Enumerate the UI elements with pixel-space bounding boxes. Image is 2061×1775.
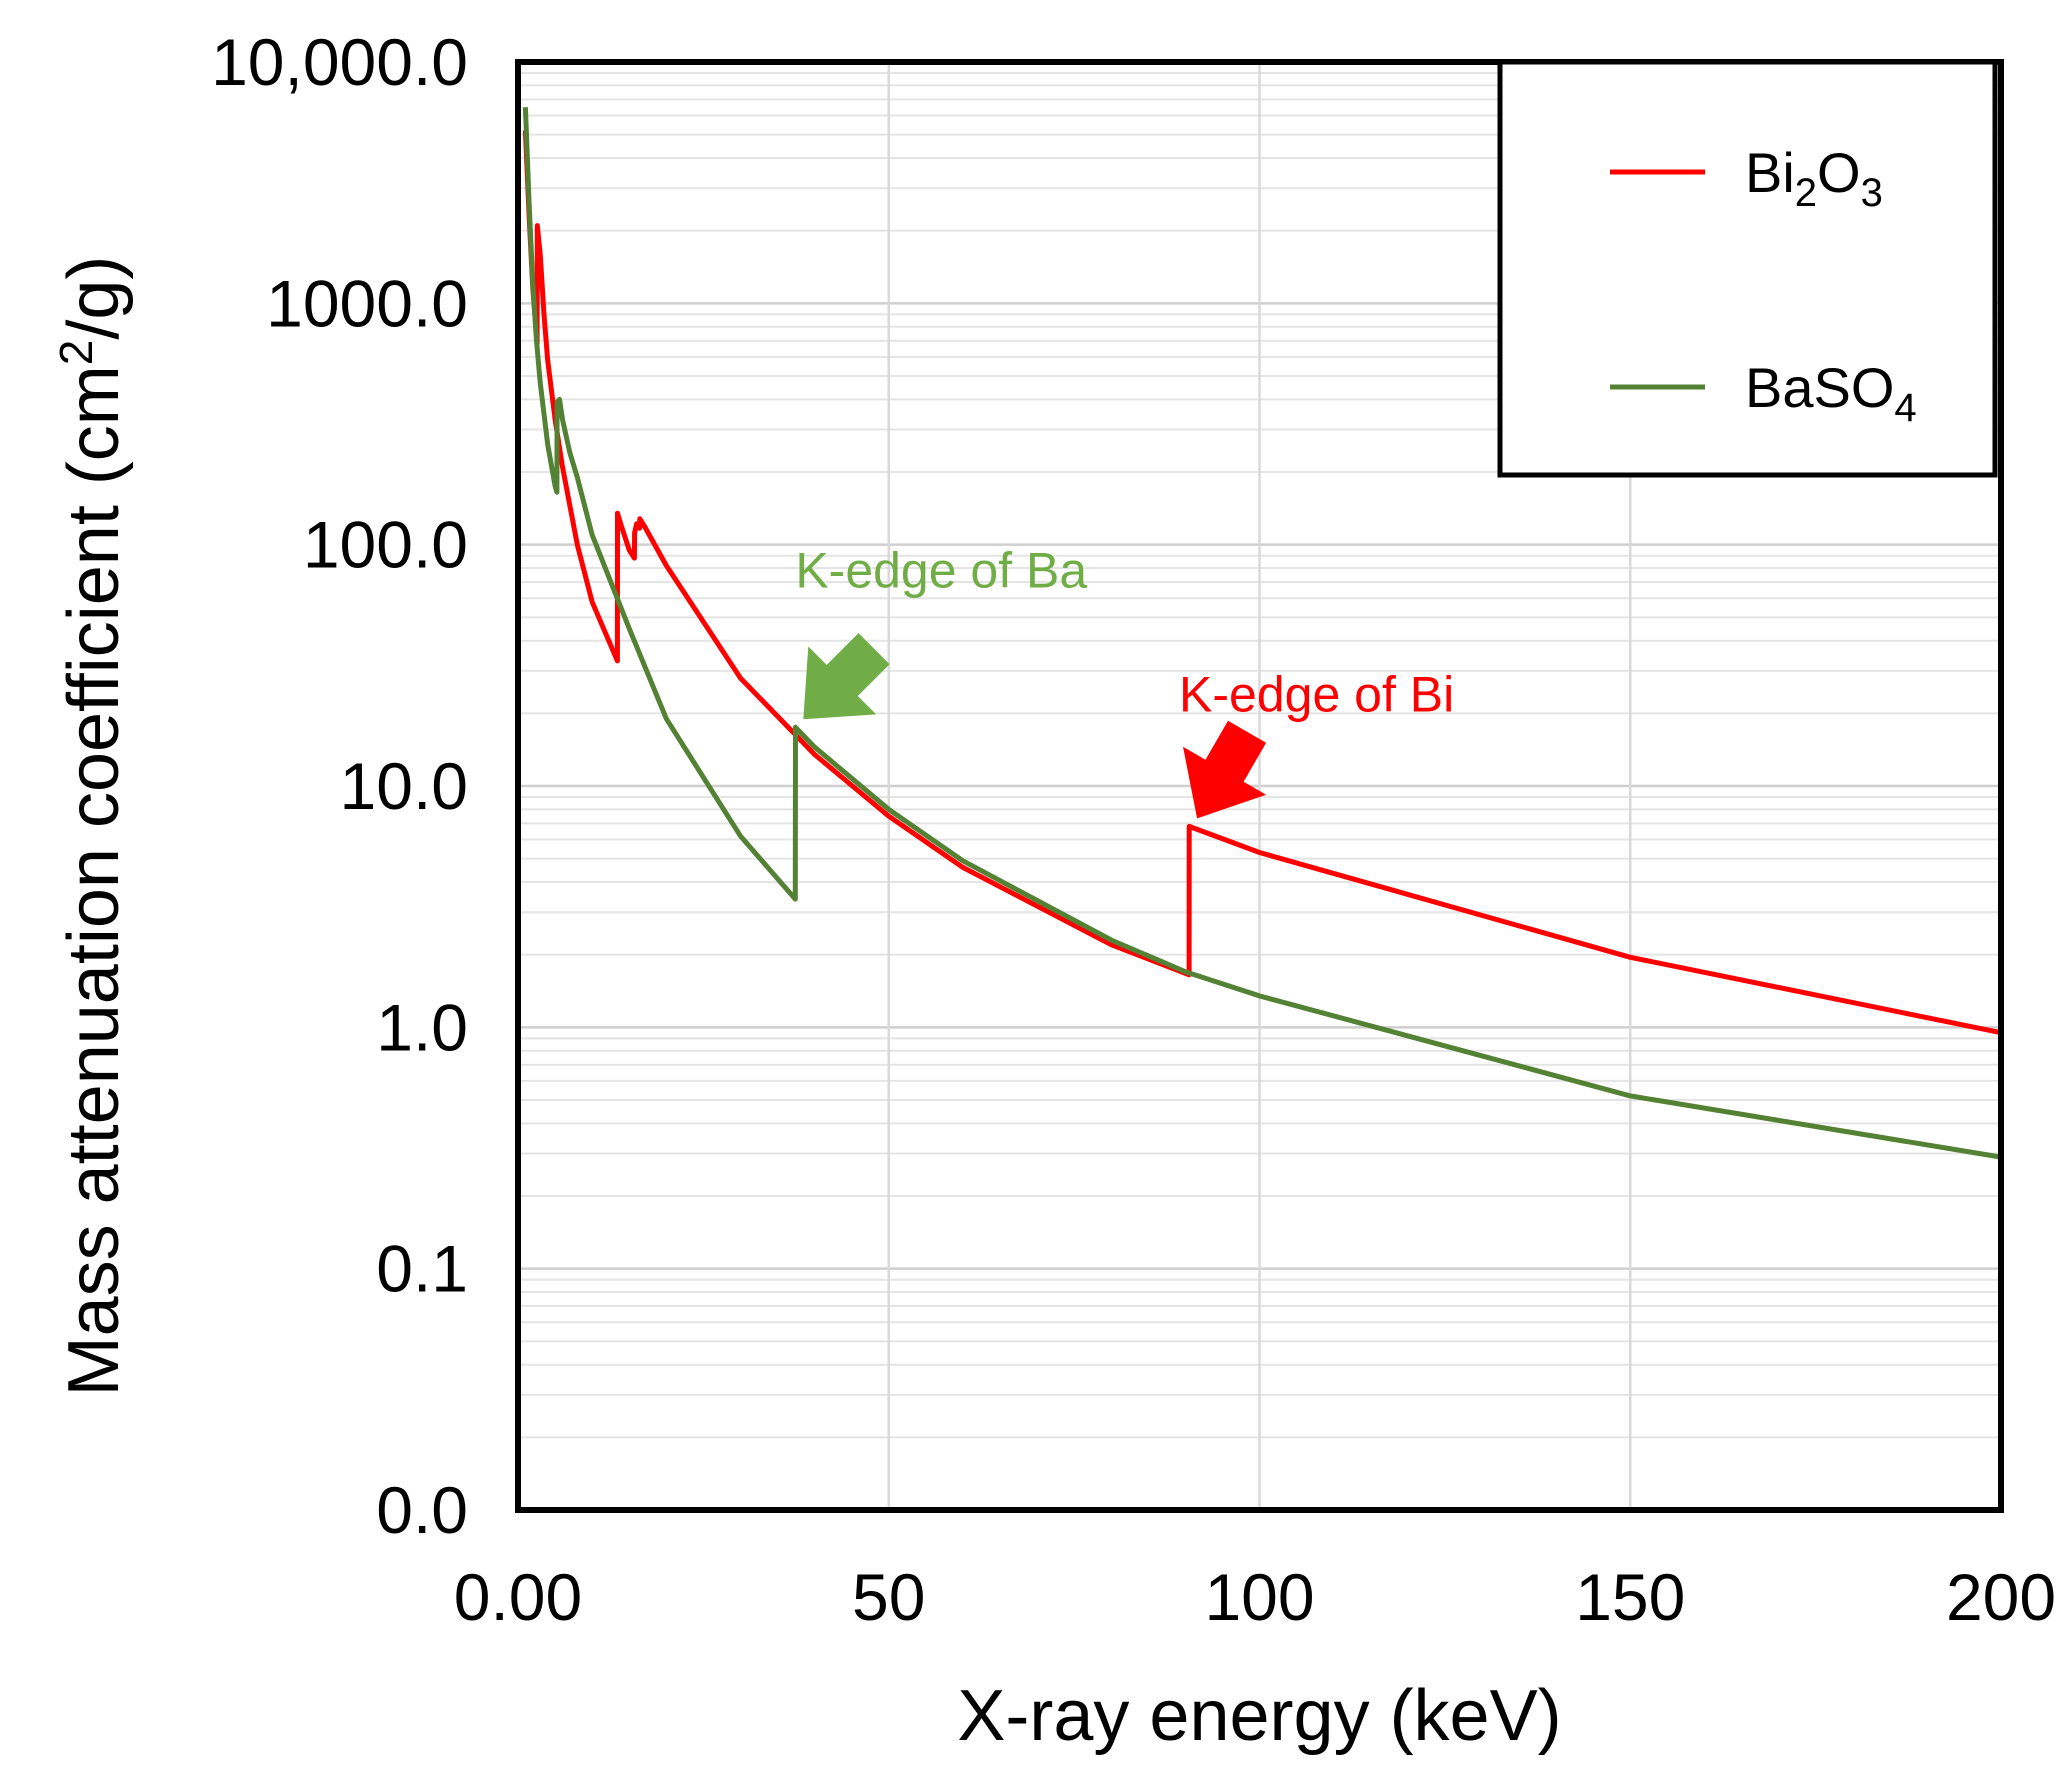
- x-tick-label: 0.00: [454, 1560, 582, 1634]
- y-tick-label: 1.0: [376, 990, 468, 1064]
- series-line-bi2o3: [522, 130, 2002, 1036]
- y-axis-title-prefix: Mass attenuation coefficient (cm: [54, 365, 134, 1396]
- legend-label-bi2o3: Bi2O3: [1745, 141, 1883, 215]
- y-axis-title-suffix: /g): [54, 256, 134, 340]
- x-tick-label: 50: [852, 1560, 925, 1634]
- annotation-label: K-edge of Bi: [1179, 666, 1454, 722]
- annotation-arrow: [803, 633, 890, 720]
- y-axis-title-superscript: 2: [50, 340, 102, 366]
- annotations: K-edge of Ba K-edge of Bi: [795, 542, 1454, 819]
- plot-area-frame: [515, 59, 2004, 1513]
- x-tick-label: 200: [1946, 1560, 2056, 1634]
- x-tick-label: 150: [1575, 1560, 1685, 1634]
- series-line-baso4: [522, 107, 2002, 1160]
- x-axis-ticks: 0.00 50 100 150 200: [454, 1560, 2056, 1634]
- y-axis-ticks: 0.0 0.1 1.0 10.0 100.0 1000.0 10,000.0: [211, 25, 468, 1547]
- y-axis-title: Mass attenuation coefficient (cm2/g): [50, 256, 134, 1397]
- x-tick-label: 100: [1204, 1560, 1314, 1634]
- y-tick-label: 0.1: [376, 1232, 468, 1306]
- y-tick-label: 10,000.0: [211, 25, 468, 99]
- annotation-label: K-edge of Ba: [795, 542, 1087, 598]
- y-tick-label: 0.0: [376, 1473, 468, 1547]
- y-tick-label: 10.0: [340, 749, 468, 823]
- annotation-arrow: [1183, 720, 1267, 819]
- y-tick-label: 1000.0: [266, 266, 468, 340]
- legend-box: [1497, 59, 1998, 478]
- legend: Bi2O3 BaSO4: [1497, 59, 1998, 478]
- legend-label-baso4: BaSO4: [1745, 356, 1917, 430]
- x-axis-title: X-ray energy (keV): [957, 1676, 1561, 1756]
- y-tick-label: 100.0: [303, 508, 468, 582]
- series-lines: [522, 107, 2002, 1160]
